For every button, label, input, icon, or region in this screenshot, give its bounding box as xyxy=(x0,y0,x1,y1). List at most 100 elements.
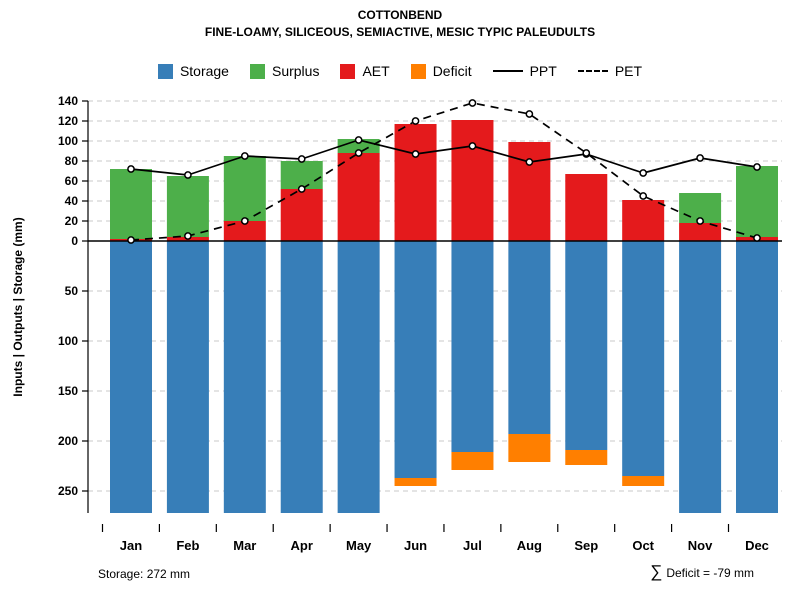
chart-title-block: COTTONBEND FINE-LOAMY, SILICEOUS, SEMIAC… xyxy=(0,8,800,39)
surplus-bar xyxy=(166,176,209,237)
y-tick-label: 100 xyxy=(58,334,78,348)
deficit-sum-annotation: ∑ Deficit = -79 mm xyxy=(650,563,754,580)
y-tick-label: 250 xyxy=(58,484,78,498)
month-label: Jan xyxy=(120,538,142,553)
pet-point xyxy=(639,192,648,200)
deficit-bar xyxy=(508,434,551,462)
aet-bar xyxy=(679,223,722,241)
legend-item-surplus: Surplus xyxy=(249,63,320,79)
y-tick-label: 200 xyxy=(58,434,78,448)
deficit-bar xyxy=(565,450,608,465)
surplus-bar xyxy=(280,161,323,189)
pet-point xyxy=(184,232,192,240)
deficit-sum-text: Deficit = -79 mm xyxy=(666,566,754,580)
aet-bar xyxy=(622,200,665,241)
y-tick-label: 140 xyxy=(58,94,78,108)
y-tick-label: 0 xyxy=(71,234,78,248)
pet-point xyxy=(354,149,363,157)
ppt-point xyxy=(184,171,192,179)
y-axis-title: Inputs | Outputs | Storage (mm) xyxy=(11,217,25,396)
pet-point xyxy=(753,234,761,242)
surplus-bar xyxy=(223,156,266,221)
storage-bar xyxy=(394,241,437,478)
aet-bar xyxy=(451,120,494,241)
ppt-point xyxy=(468,142,477,150)
aet-color-swatch xyxy=(340,63,356,79)
pet-point xyxy=(696,217,704,225)
month-label: Nov xyxy=(688,538,713,553)
aet-bar xyxy=(223,221,266,241)
ppt-point xyxy=(753,163,761,171)
deficit-bar xyxy=(451,452,494,470)
pet-point xyxy=(127,236,135,244)
pet-point xyxy=(411,117,420,125)
y-tick-label: 50 xyxy=(65,284,79,298)
surplus-color-swatch xyxy=(249,63,265,79)
month-label: Jul xyxy=(463,538,482,553)
storage-bar xyxy=(736,241,778,513)
y-tick-label: 120 xyxy=(58,114,78,128)
ppt-point xyxy=(639,169,648,177)
month-label: Mar xyxy=(233,538,256,553)
storage-bar xyxy=(337,241,380,513)
legend-label-storage: Storage xyxy=(179,63,229,79)
legend-label-surplus: Surplus xyxy=(271,63,320,79)
ppt-point xyxy=(696,154,704,162)
storage-color-swatch xyxy=(157,63,173,79)
y-tick-label: 100 xyxy=(58,134,78,148)
ppt-line xyxy=(130,139,758,176)
surplus-bar xyxy=(110,169,152,239)
sigma-symbol: ∑ xyxy=(650,562,663,581)
pet-point xyxy=(582,149,591,157)
storage-bar xyxy=(508,241,551,434)
legend-label-aet: AET xyxy=(362,63,390,79)
storage-bar xyxy=(451,241,494,452)
month-label: Jun xyxy=(404,538,427,553)
y-tick-label: 20 xyxy=(65,214,79,228)
chart-legend: Storage Surplus AET Deficit PPT PET xyxy=(0,63,800,79)
deficit-color-swatch xyxy=(410,63,426,79)
storage-bar xyxy=(223,241,266,513)
month-label: Oct xyxy=(632,538,654,553)
storage-annotation: Storage: 272 mm xyxy=(98,567,191,581)
ppt-point xyxy=(297,155,306,163)
y-tick-label: 150 xyxy=(58,384,78,398)
pet-line xyxy=(130,102,758,241)
ppt-point xyxy=(525,158,534,166)
legend-label-pet: PET xyxy=(614,63,643,79)
ppt-point xyxy=(240,152,249,160)
aet-bar xyxy=(280,189,323,241)
pet-point xyxy=(240,217,249,225)
storage-bar xyxy=(280,241,323,513)
legend-item-storage: Storage xyxy=(157,63,229,79)
legend-item-deficit: Deficit xyxy=(410,63,472,79)
legend-item-aet: AET xyxy=(340,63,390,79)
storage-bar xyxy=(679,241,722,513)
month-label: Aug xyxy=(517,538,542,553)
month-label: Feb xyxy=(176,538,199,553)
pet-point xyxy=(525,110,534,118)
y-tick-label: 80 xyxy=(65,154,79,168)
month-label: May xyxy=(346,538,372,553)
legend-label-ppt: PPT xyxy=(529,63,557,79)
deficit-bar xyxy=(622,476,665,486)
chart-title: COTTONBEND xyxy=(357,8,443,22)
legend-item-pet: PET xyxy=(577,63,643,79)
pet-point xyxy=(468,99,477,107)
ppt-line-sample xyxy=(492,70,523,72)
month-label: Dec xyxy=(745,538,769,553)
ppt-point xyxy=(354,136,363,144)
legend-item-ppt: PPT xyxy=(492,63,557,79)
storage-bar xyxy=(565,241,608,450)
chart-subtitle: FINE-LOAMY, SILICEOUS, SEMIACTIVE, MESIC… xyxy=(204,25,596,39)
storage-bar xyxy=(166,241,209,513)
storage-bar xyxy=(110,241,152,513)
aet-bar xyxy=(508,142,551,241)
pet-line-sample xyxy=(577,70,608,72)
ppt-point xyxy=(411,150,420,158)
month-label: Sep xyxy=(574,538,598,553)
legend-label-deficit: Deficit xyxy=(432,63,472,79)
aet-bar xyxy=(337,153,380,241)
